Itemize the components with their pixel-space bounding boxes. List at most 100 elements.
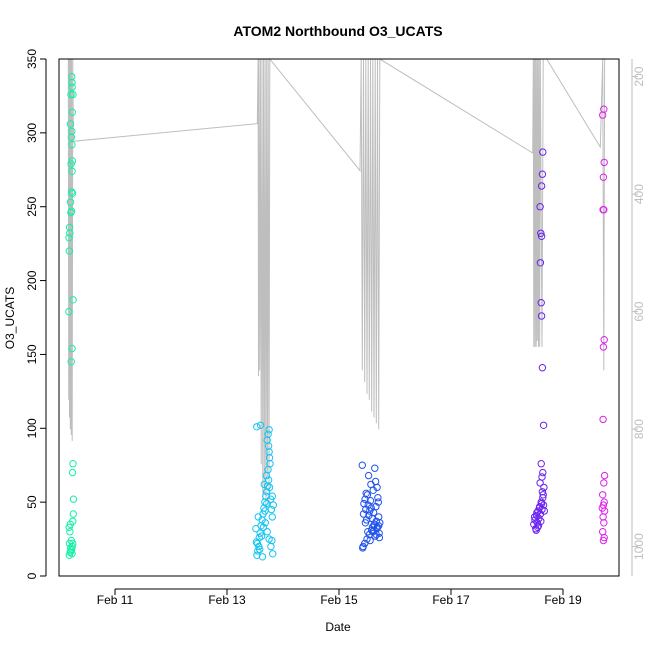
ozone-point-flight-1 bbox=[65, 307, 73, 316]
ozone-point-flight-1 bbox=[68, 468, 77, 477]
ozone-point-flight-4 bbox=[538, 488, 547, 496]
y2-tick-label: 800 bbox=[632, 419, 646, 439]
ozone-point-flight-3 bbox=[371, 464, 379, 472]
ozone-point-flight-5 bbox=[599, 491, 607, 499]
ozone-point-flight-3 bbox=[366, 497, 375, 505]
ozone-point-flight-3 bbox=[367, 504, 375, 512]
y-tick-label: 250 bbox=[25, 196, 39, 216]
ozone-point-flight-3 bbox=[366, 536, 374, 545]
ozone-point-flight-4 bbox=[538, 364, 547, 372]
y-tick-label: 0 bbox=[25, 572, 39, 579]
ozone-point-flight-5 bbox=[600, 479, 608, 487]
x-tick-label: Feb 13 bbox=[208, 593, 246, 607]
ozone-point-flight-4 bbox=[539, 148, 547, 156]
ozone-point-flight-2 bbox=[257, 532, 266, 540]
ozone-point-flight-1 bbox=[69, 510, 78, 518]
ozone-point-flight-1 bbox=[69, 296, 77, 304]
ozone-point-flight-3 bbox=[372, 530, 380, 539]
ozone-point-flight-5 bbox=[600, 105, 608, 113]
ozone-point-flight-3 bbox=[362, 489, 370, 497]
ozone-point-flight-2 bbox=[263, 499, 271, 508]
ozone-point-flight-2 bbox=[254, 513, 262, 521]
pressure-trace-line bbox=[67, 57, 606, 506]
ozone-point-flight-2 bbox=[265, 426, 273, 434]
ozone-point-flight-5 bbox=[599, 536, 608, 545]
ozone-point-flight-4 bbox=[533, 508, 541, 517]
ozone-point-flight-5 bbox=[599, 501, 608, 509]
ozone-point-flight-3 bbox=[364, 471, 373, 480]
ozone-point-flight-2 bbox=[261, 507, 269, 515]
x-axis-label: Date bbox=[325, 620, 351, 634]
ozone-point-flight-4 bbox=[537, 312, 546, 320]
ozone-point-flight-1 bbox=[68, 108, 77, 116]
ozone-point-flight-1 bbox=[69, 539, 77, 548]
ozone-point-flight-4 bbox=[540, 507, 548, 515]
ozone-point-flight-2 bbox=[264, 476, 273, 484]
ozone-point-flight-5 bbox=[600, 471, 609, 480]
y-tick-label: 350 bbox=[25, 49, 39, 69]
ozone-point-flight-1 bbox=[69, 517, 77, 525]
ozone-point-flight-3 bbox=[360, 499, 368, 508]
ozone-point-flight-5 bbox=[599, 513, 607, 521]
ozone-point-flight-2 bbox=[269, 550, 277, 558]
ozone-point-flight-4 bbox=[537, 182, 546, 190]
ozone-point-flight-2 bbox=[253, 423, 261, 431]
ozone-point-flight-1 bbox=[66, 198, 75, 207]
ozone-point-flight-2 bbox=[264, 430, 272, 438]
ozone-point-flight-2 bbox=[263, 528, 271, 536]
ozone-point-flight-2 bbox=[253, 539, 262, 548]
ozone-point-flight-5 bbox=[599, 173, 608, 181]
pressure-trace-layer bbox=[67, 57, 606, 506]
y-tick-label: 200 bbox=[25, 270, 39, 290]
ozone-point-flight-5 bbox=[600, 519, 608, 527]
y2-tick-label: 200 bbox=[632, 66, 646, 86]
ozone-point-flight-3 bbox=[368, 526, 376, 534]
ozone-point-flight-4 bbox=[537, 517, 545, 525]
ozone-point-flight-3 bbox=[364, 528, 372, 536]
ozone-point-flight-5 bbox=[600, 206, 608, 214]
ozone-point-flight-1 bbox=[67, 90, 75, 99]
ozone-point-flight-1 bbox=[65, 223, 74, 232]
y-axis-label: O3_UCATS bbox=[3, 287, 17, 349]
ozone-points-layer bbox=[65, 73, 609, 561]
ozone-point-flight-2 bbox=[254, 547, 262, 555]
ozone-point-flight-1 bbox=[68, 189, 77, 198]
ozone-point-flight-1 bbox=[68, 141, 76, 149]
plot-frame bbox=[58, 58, 620, 577]
ozone-point-flight-3 bbox=[372, 502, 380, 511]
ozone-point-flight-2 bbox=[268, 536, 276, 545]
ozone-point-flight-2 bbox=[260, 480, 268, 489]
y-tick-label: 300 bbox=[25, 123, 39, 143]
ozone-point-flight-4 bbox=[537, 229, 545, 238]
ozone-point-flight-1 bbox=[65, 234, 73, 242]
x-tick-label: Feb 17 bbox=[432, 593, 470, 607]
ozone-point-flight-1 bbox=[68, 344, 76, 353]
ozone-point-flight-4 bbox=[537, 299, 545, 307]
ozone-point-flight-4 bbox=[534, 523, 542, 531]
ozone-point-flight-2 bbox=[256, 421, 265, 429]
ozone-point-flight-1 bbox=[67, 188, 76, 196]
ozone-point-flight-3 bbox=[369, 486, 377, 494]
ozone-point-flight-4 bbox=[537, 232, 546, 241]
y2-tick-label: 400 bbox=[632, 184, 646, 204]
ozone-point-flight-1 bbox=[69, 90, 77, 99]
ozone-point-flight-3 bbox=[375, 522, 383, 530]
ozone-point-flight-4 bbox=[536, 259, 545, 267]
ozone-point-flight-1 bbox=[69, 495, 78, 503]
y-tick-label: 100 bbox=[25, 418, 39, 438]
ozone-point-flight-5 bbox=[599, 415, 607, 424]
axes-layer: 0 50 100 150 200 250 300 350 Feb 11 Feb 13 Feb 15 F… bbox=[25, 49, 646, 607]
ozone-point-flight-2 bbox=[258, 553, 267, 561]
ozone-point-flight-1 bbox=[68, 167, 76, 176]
ozone-point-flight-1 bbox=[68, 73, 76, 81]
ozone-point-flight-3 bbox=[371, 477, 380, 486]
x-tick-label: Feb 15 bbox=[320, 593, 358, 607]
ozone-point-flight-3 bbox=[359, 510, 368, 518]
ozone-point-flight-4 bbox=[538, 473, 546, 481]
ozone-point-flight-2 bbox=[261, 519, 269, 527]
chart-title: ATOM2 Northbound O3_UCATS bbox=[233, 23, 442, 39]
ozone-point-flight-2 bbox=[268, 513, 276, 521]
ozone-point-flight-4 bbox=[539, 491, 547, 499]
ozone-point-flight-5 bbox=[600, 498, 608, 506]
ozone-point-flight-3 bbox=[363, 491, 372, 499]
